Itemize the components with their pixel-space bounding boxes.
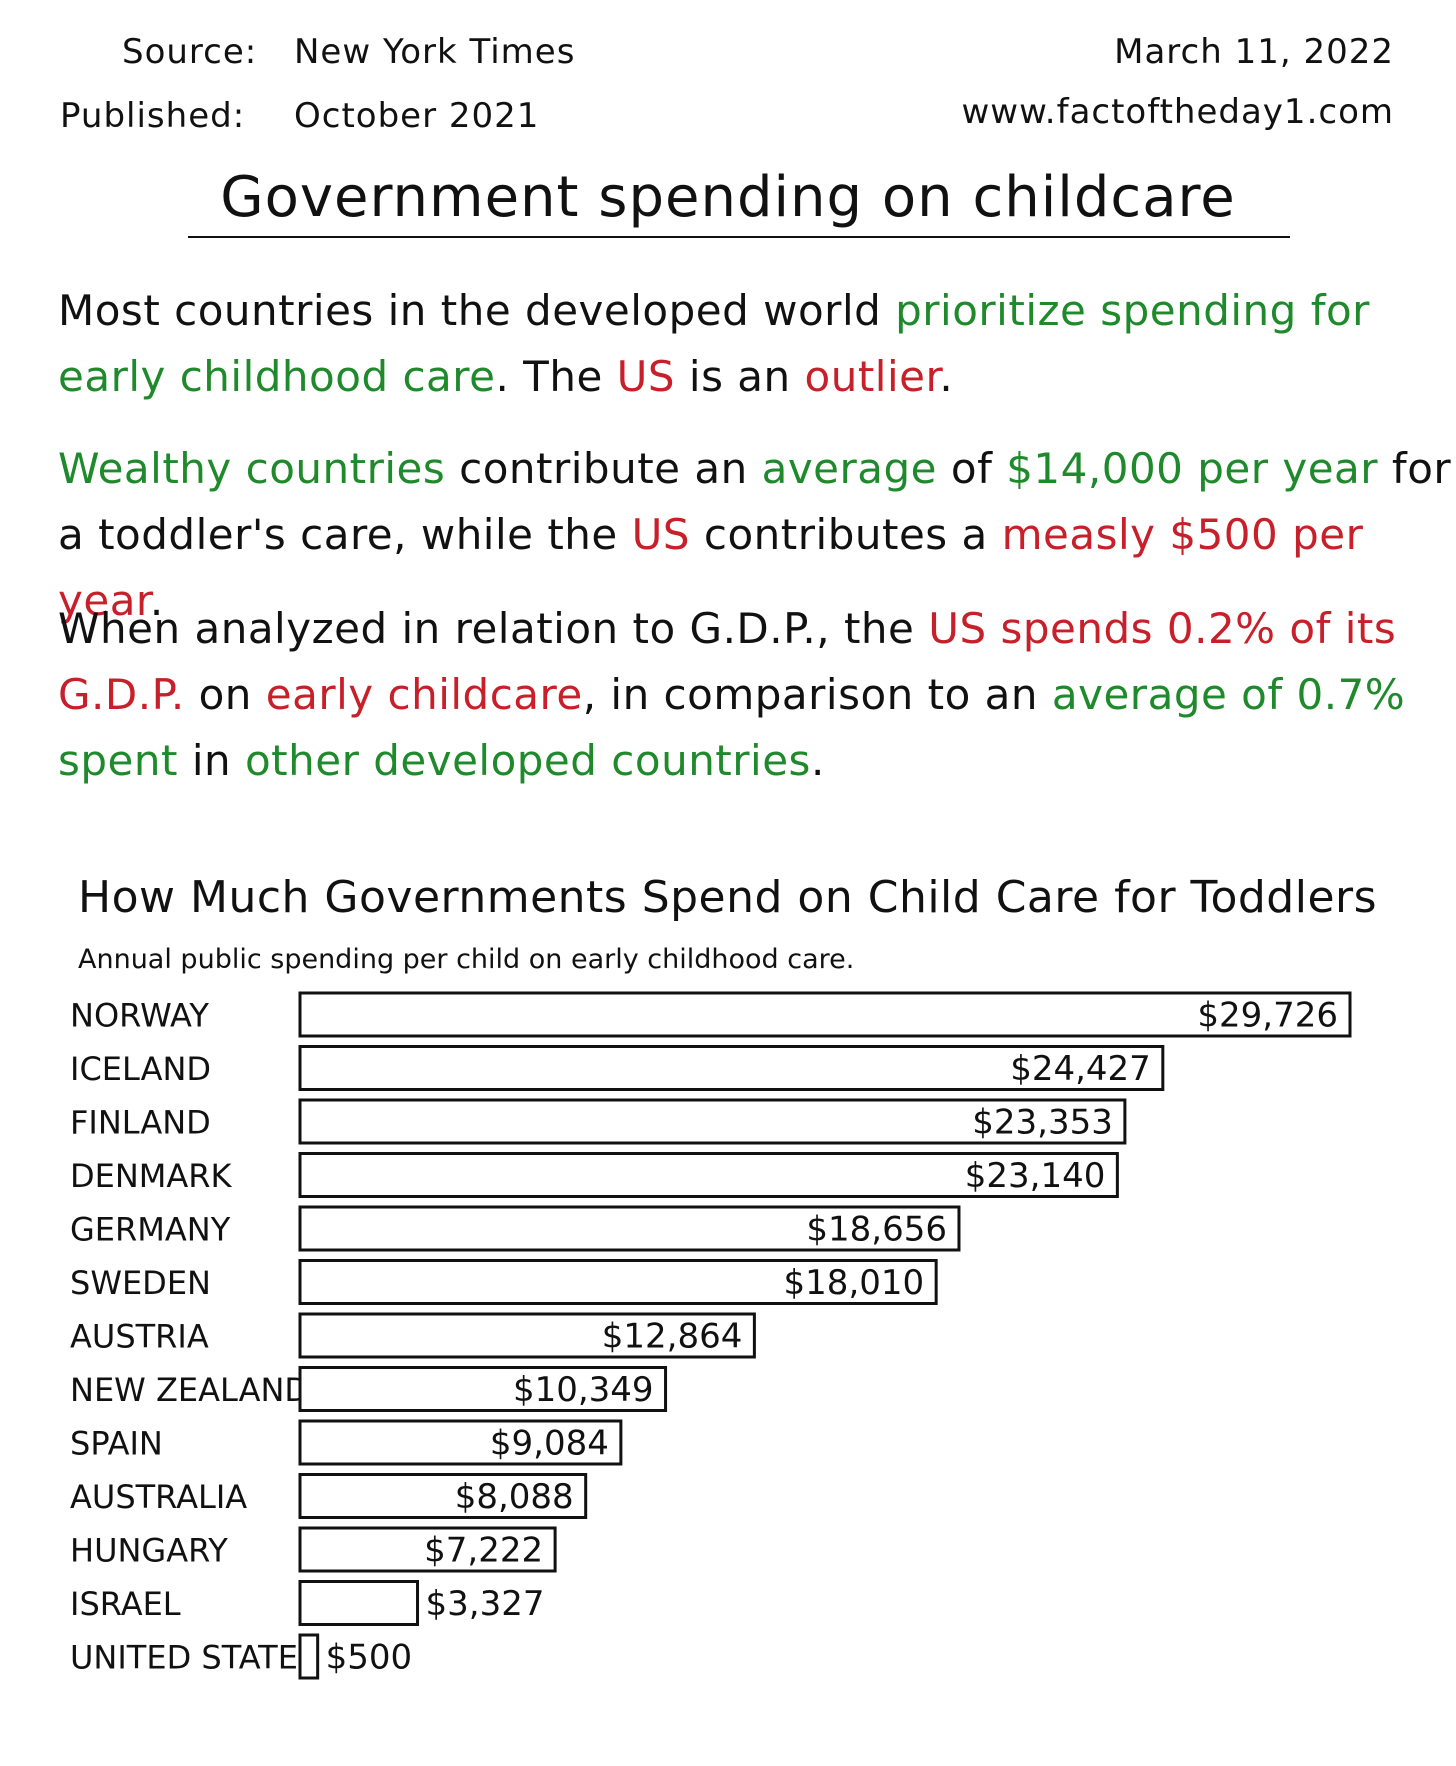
bar-finland [298,1098,1127,1145]
bar-hungary [298,1526,557,1573]
category-label-denmark: DENMARK [70,1157,233,1195]
p2-green-1: Wealthy countries [58,444,446,493]
paragraph-1: Most countries in the developed world pr… [58,278,1453,410]
bar-iceland [298,1045,1165,1091]
value-label-denmark: $23,140 [965,1156,1106,1196]
category-label-austria: AUSTRIA [70,1318,209,1356]
p1-red-1: US [616,352,676,401]
bar-spain [298,1419,623,1466]
category-label-hungary: HUNGARY [70,1532,228,1570]
category-label-spain: SPAIN [70,1425,163,1463]
p2-green-2: average [761,444,938,493]
p3-text-1: When analyzed in relation to G.D.P., the [58,604,929,653]
p3-text-2: on [184,670,266,719]
p3-green-1: average of 0.7% spent [58,670,1406,785]
value-label-germany: $18,656 [806,1210,947,1250]
category-label-iceland: ICELAND [70,1050,211,1088]
category-label-finland: FINLAND [70,1104,211,1142]
page-title: Government spending on childcare [220,165,1236,230]
category-label-norway: NORWAY [70,997,209,1035]
category-label-australia: AUSTRALIA [70,1478,247,1516]
p1-text-2: . The [495,352,617,401]
bar-united-states [298,1633,320,1680]
p2-text-1: contribute an [445,444,762,493]
bar-australia [298,1473,588,1519]
source-label: Source: [122,32,258,72]
p2-text-2: of [937,444,1007,493]
p3-text-3: , in comparison to an [582,670,1052,719]
paragraph-2: Wealthy countries contribute an average … [58,436,1453,634]
p3-text-4: in [177,736,245,785]
date: March 11, 2022 [1114,32,1394,72]
value-label-united-states: $500 [326,1638,413,1678]
value-label-israel: $3,327 [426,1584,545,1624]
bar-sweden [298,1259,938,1305]
value-label-new-zealand: $10,349 [513,1370,654,1410]
p2-green-3: $14,000 per year [1006,444,1379,493]
bar-denmark [298,1152,1119,1198]
p3-red-1: US spends 0.2% of its G.D.P. [58,604,1397,719]
bar-israel [298,1580,420,1626]
bar-norway [298,991,1352,1038]
value-label-spain: $9,084 [490,1424,609,1464]
published-label: Published: [60,96,246,136]
chart-title: How Much Governments Spend on Child Care… [78,872,1378,923]
p3-text-5: . [810,736,825,785]
value-label-australia: $8,088 [455,1477,574,1517]
p2-text-5: . [149,576,164,625]
p2-red-2: measly $500 per year [58,510,1364,625]
p2-text-4: contributes a [690,510,1002,559]
value-label-sweden: $18,010 [784,1263,925,1303]
value-label-finland: $23,353 [972,1103,1113,1143]
p3-green-2: other developed countries [244,736,811,785]
source-value: New York Times [294,32,576,72]
published-value: October 2021 [294,96,540,136]
website: www.factoftheday1.com [961,92,1394,132]
bar-germany [298,1205,961,1252]
p2-text-3: for a toddler's care, while the [58,444,1452,559]
chart-subtitle: Annual public spending per child on earl… [78,944,855,975]
paragraph-3: When analyzed in relation to G.D.P., the… [58,596,1453,794]
category-label-germany: GERMANY [70,1211,231,1249]
p1-text-3: is an [675,352,805,401]
category-label-israel: ISRAEL [70,1585,181,1623]
value-label-iceland: $24,427 [1010,1049,1151,1089]
p1-red-2: outlier [804,352,940,401]
value-label-norway: $29,726 [1197,996,1338,1036]
category-label-united-states: UNITED STATES [70,1639,318,1677]
p1-green-1: prioritize spending for early childhood … [58,286,1370,401]
bar-new-zealand [298,1366,668,1412]
category-label-new-zealand: NEW ZEALAND [70,1371,309,1409]
value-label-hungary: $7,222 [424,1531,543,1571]
bar-austria [298,1312,756,1359]
p1-text-1: Most countries in the developed world [58,286,896,335]
category-label-sweden: SWEDEN [70,1264,211,1302]
p3-red-2: early childcare [265,670,583,719]
value-label-austria: $12,864 [602,1317,743,1357]
title-underline [188,236,1290,238]
p2-red-1: US [631,510,691,559]
p1-text-4: . [939,352,954,401]
